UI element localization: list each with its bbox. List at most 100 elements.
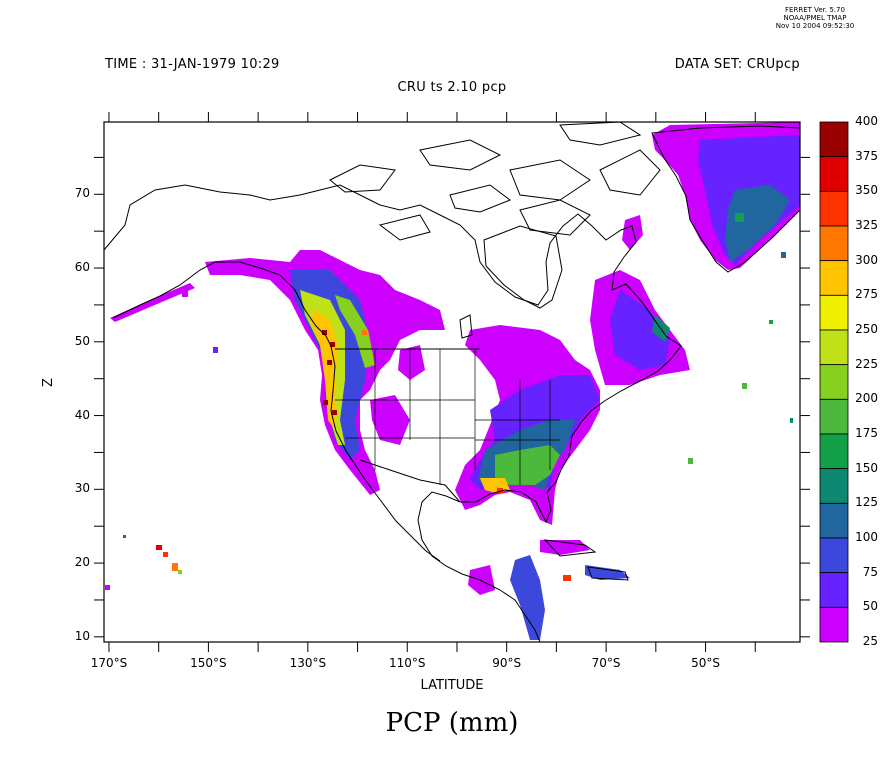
arctic-island-outline bbox=[509, 159, 591, 201]
coastlines bbox=[103, 121, 801, 643]
plot-title: CRU ts 2.10 pcp bbox=[397, 80, 507, 95]
ferret-version-stamp: FERRET Ver. 5.70 NOAA/PMEL TMAP Nov 10 2… bbox=[750, 6, 880, 30]
coastal-precip-peak bbox=[362, 330, 367, 335]
colorbar-swatch bbox=[819, 433, 849, 470]
arctic-island-outline bbox=[419, 139, 502, 171]
x-tick-label: 150°S bbox=[190, 656, 227, 670]
colorbar-label: 225 bbox=[855, 356, 878, 371]
y-tick-label: 70 bbox=[74, 186, 90, 201]
stamp-date: Nov 10 2004 09:52:30 bbox=[775, 22, 855, 30]
x-tick-label: 110°S bbox=[388, 656, 426, 670]
rockies-precip bbox=[398, 345, 425, 380]
y-tick-label: 50 bbox=[74, 333, 90, 348]
arctic-island-outline bbox=[449, 184, 512, 213]
island-outline bbox=[587, 566, 629, 581]
time-label: TIME : 31-JAN-1979 10:29 bbox=[105, 57, 280, 72]
great-basin-precip bbox=[370, 395, 410, 445]
colorbar-label: 250 bbox=[855, 322, 878, 336]
hawaii-precip bbox=[163, 552, 168, 557]
stamp-version: FERRET Ver. 5.70 bbox=[785, 6, 845, 14]
west-coast-precip-yellow bbox=[310, 310, 338, 430]
y-axis-label: Z bbox=[40, 378, 56, 387]
us-mexico-border bbox=[359, 459, 461, 503]
colorbar-swatch bbox=[819, 190, 849, 227]
jamaica-precip bbox=[563, 575, 571, 581]
colorbar-label: 50 bbox=[862, 599, 878, 614]
colorbar-swatch bbox=[819, 502, 849, 539]
y-tick-label: 40 bbox=[74, 407, 90, 422]
colorbar-label: 325 bbox=[855, 218, 878, 232]
coastal-precip-peak bbox=[330, 342, 335, 347]
colorbar-label: 150 bbox=[855, 460, 878, 475]
greenland-precip-high bbox=[725, 185, 790, 262]
colorbar-swatch bbox=[819, 121, 849, 158]
y-tick-label: 60 bbox=[74, 260, 90, 275]
gulf-precip-orange bbox=[497, 488, 503, 493]
greenland-precip-peak bbox=[735, 213, 744, 222]
colorbar-swatch bbox=[819, 364, 849, 400]
x-tick-label: 170°S bbox=[90, 656, 128, 670]
colorbar-swatch bbox=[819, 398, 849, 435]
precipitation-field bbox=[105, 122, 800, 640]
labrador-precip-mid bbox=[610, 290, 670, 370]
colorbar-label: 300 bbox=[855, 252, 878, 267]
arctic-island-outline bbox=[378, 214, 431, 241]
pacific-precip bbox=[105, 585, 110, 590]
variable-label: PCP (mm) bbox=[385, 708, 519, 738]
hawaii-precip bbox=[172, 563, 178, 571]
north-america-coast-east bbox=[103, 184, 682, 643]
mexico-precip bbox=[468, 565, 495, 595]
colorbar-swatch bbox=[819, 468, 849, 504]
y-tick-label: 20 bbox=[74, 555, 90, 570]
pacific-precip bbox=[213, 347, 218, 353]
atlantic-precip bbox=[742, 383, 747, 389]
atlantic-precip bbox=[790, 418, 793, 423]
island-outline bbox=[543, 539, 597, 557]
atlantic-precip bbox=[688, 458, 693, 464]
x-tick-label: 70°S bbox=[591, 656, 621, 670]
colorbar-swatch bbox=[819, 572, 849, 608]
hispaniola-precip bbox=[585, 565, 630, 580]
x-axis-label: LATITUDE bbox=[420, 678, 484, 693]
colorbar-label: 75 bbox=[862, 564, 878, 579]
x-tick-label: 130°S bbox=[289, 656, 327, 670]
arctic-island-outline bbox=[559, 121, 642, 146]
axes bbox=[94, 112, 810, 652]
atlantic-precip bbox=[781, 252, 786, 258]
central-america-precip bbox=[510, 555, 545, 640]
hawaii-precip bbox=[178, 570, 182, 574]
colorbar-label: 350 bbox=[855, 183, 878, 198]
hawaii-precip bbox=[156, 545, 162, 550]
plot-frame bbox=[103, 121, 801, 643]
colorbar-label: 200 bbox=[855, 391, 878, 406]
hudson-bay-outline bbox=[483, 225, 563, 309]
colorbar-label: 375 bbox=[855, 148, 878, 163]
southeast-precip-green bbox=[495, 445, 560, 485]
colorbar bbox=[819, 121, 849, 643]
coastal-precip-peak bbox=[322, 330, 327, 335]
colorbar-swatch bbox=[819, 294, 849, 331]
arctic-island-outline bbox=[599, 149, 661, 196]
colorbar-label: 175 bbox=[855, 426, 878, 440]
aleutian-precip bbox=[110, 283, 195, 322]
colorbar-label: 25 bbox=[862, 634, 878, 648]
colorbar-swatch bbox=[819, 606, 849, 643]
island-outline bbox=[459, 314, 473, 339]
pacific-precip bbox=[123, 535, 126, 538]
rockies-precip-green bbox=[335, 295, 375, 368]
y-tick-label: 10 bbox=[74, 628, 90, 643]
stamp-org: NOAA/PMEL TMAP bbox=[783, 14, 847, 22]
colorbar-swatch bbox=[819, 225, 849, 262]
coastal-precip-peak bbox=[323, 400, 328, 405]
colorbar-swatch bbox=[819, 156, 849, 192]
dataset-label: DATA SET: CRUpcp bbox=[674, 57, 800, 72]
greenland-coast bbox=[651, 125, 801, 273]
x-tick-label: 90°S bbox=[492, 656, 522, 670]
y-tick-label: 30 bbox=[74, 481, 90, 496]
atlantic-precip bbox=[769, 320, 773, 324]
colorbar-label: 100 bbox=[855, 530, 878, 544]
baffin-precip bbox=[622, 215, 643, 250]
colorbar-label: 125 bbox=[855, 495, 878, 510]
colorbar-swatch bbox=[819, 329, 849, 366]
